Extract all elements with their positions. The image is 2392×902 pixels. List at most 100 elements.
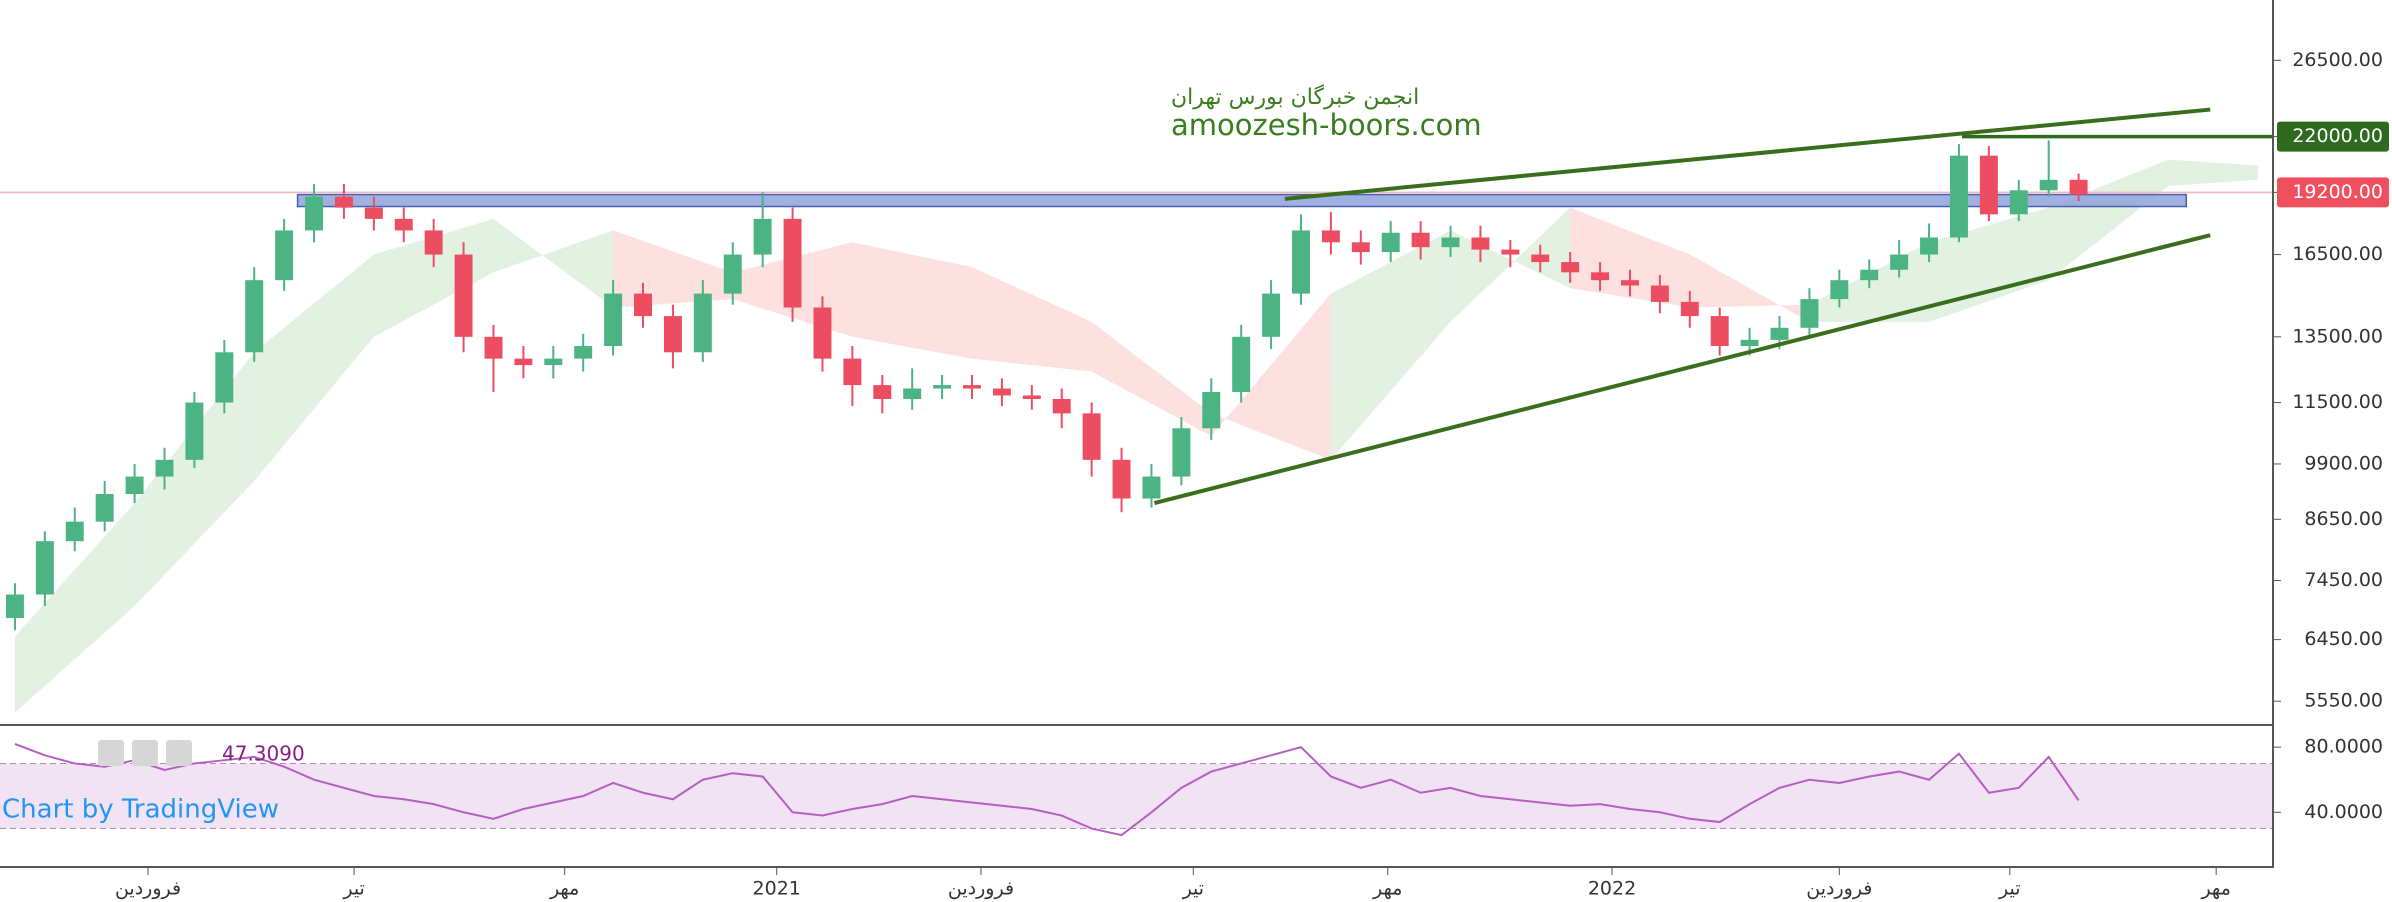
- cloud-segment: [1330, 230, 1451, 460]
- candle-body: [1082, 413, 1101, 460]
- candle-body: [1531, 254, 1550, 263]
- candle-body: [424, 230, 443, 255]
- y-tick-label: 40.0000: [2304, 801, 2383, 823]
- x-tick-label: 2022: [1588, 878, 1636, 900]
- candle-body: [604, 293, 623, 347]
- candle-body: [544, 358, 563, 366]
- cloud-segment: [2168, 159, 2259, 187]
- rsi-legend-value: 47.3090: [222, 742, 305, 766]
- y-tick-label: 8650.00: [2304, 508, 2383, 530]
- y-tick-label: 11500.00: [2292, 391, 2383, 413]
- candle-body: [933, 385, 952, 389]
- y-tick-label: 13500.00: [2292, 325, 2383, 347]
- rsi-band: [0, 763, 2273, 829]
- candle-body: [1441, 237, 1460, 248]
- candle-body: [305, 196, 324, 231]
- candle-body: [35, 541, 54, 595]
- y-tick-label: 9900.00: [2304, 452, 2383, 474]
- attribution: Chart by TradingView: [2, 795, 279, 825]
- y-tick-label: 22000.00: [2292, 125, 2383, 147]
- candle-body: [65, 521, 84, 542]
- watermark-title: انجمن خبرگان بورس تهران: [1171, 84, 1419, 110]
- candle-body: [2069, 179, 2088, 195]
- cloud-segment: [493, 218, 614, 308]
- eye-icon[interactable]: [98, 740, 124, 766]
- x-tick-label: تیر: [1182, 878, 1205, 900]
- candle-body: [1142, 476, 1161, 499]
- candle-body: [1292, 230, 1310, 294]
- candle-body: [903, 388, 922, 399]
- candle-body: [1262, 293, 1281, 337]
- trendline: [1284, 107, 2211, 201]
- x-tick-label: فروردین: [115, 878, 181, 900]
- candle-body: [245, 280, 264, 353]
- candle-body: [1680, 301, 1699, 317]
- candle-body: [95, 494, 114, 522]
- candle-body: [1321, 230, 1340, 243]
- candle-body: [1949, 155, 1968, 238]
- candle-body: [484, 336, 503, 359]
- trendline: [1153, 233, 2211, 505]
- candle-body: [1770, 327, 1789, 340]
- candle-body: [1890, 254, 1909, 270]
- support-zone: [296, 193, 2188, 208]
- y-tick-label: 5550.00: [2304, 690, 2383, 712]
- settings-icon[interactable]: [132, 740, 158, 766]
- candle-body: [394, 218, 413, 231]
- x-tick-label: فروردین: [1806, 878, 1872, 900]
- cloud-segment: [254, 254, 374, 481]
- candle-body: [1411, 232, 1430, 248]
- candle-body: [1471, 237, 1490, 250]
- candle-body: [1830, 280, 1849, 300]
- price-pane: [0, 107, 2273, 713]
- candle-body: [2009, 190, 2028, 215]
- y-tick-label: 6450.00: [2304, 628, 2383, 650]
- candle-body: [275, 230, 294, 281]
- candle-body: [1052, 398, 1071, 414]
- cloud-segment: [134, 352, 255, 607]
- candle-body: [1561, 262, 1580, 273]
- y-tick-badge: [2277, 121, 2389, 152]
- candle-body: [125, 476, 144, 495]
- candle-body: [1591, 272, 1610, 281]
- x-tick-label: تیر: [1998, 878, 2021, 900]
- cloud-segment: [2048, 159, 2169, 281]
- candle-body: [783, 218, 802, 308]
- y-tick-label: 16500.00: [2292, 243, 2383, 265]
- x-tick-label: فروردین: [948, 878, 1014, 900]
- y-tick-label: 80.0000: [2304, 736, 2383, 758]
- remove-icon[interactable]: [166, 740, 192, 766]
- cloud-segment: [14, 503, 135, 713]
- candle-body: [1979, 155, 1998, 215]
- candle-body: [1351, 242, 1370, 253]
- y-tick-badge: [2277, 177, 2389, 208]
- x-tick-label: مهر: [1372, 878, 1402, 900]
- candle-body: [1202, 391, 1221, 429]
- candle-body: [185, 402, 204, 460]
- candle-body: [813, 307, 832, 359]
- cloud-segment: [1211, 293, 1331, 460]
- x-tick-label: تیر: [342, 878, 365, 900]
- candle-body: [514, 358, 533, 366]
- rsi-pane: [0, 742, 2273, 837]
- candle-body: [364, 207, 383, 219]
- candle-body: [1710, 316, 1729, 347]
- x-tick-label: مهر: [549, 878, 579, 900]
- candle-body: [1650, 285, 1669, 302]
- candle-body: [215, 352, 234, 403]
- candle-body: [155, 459, 174, 477]
- candle-body: [1740, 339, 1759, 347]
- candle-body: [1172, 428, 1191, 477]
- x-tick-label: 2021: [753, 878, 801, 900]
- candle-body: [992, 388, 1011, 396]
- cloud-segment: [852, 242, 973, 359]
- candle-body: [2039, 179, 2058, 191]
- candle-body: [1621, 280, 1639, 286]
- watermark-site: amoozesh-boors.com: [1171, 108, 1482, 142]
- candle-body: [963, 385, 981, 389]
- candle-body: [1920, 237, 1939, 255]
- candle-body: [663, 316, 682, 353]
- candle-body: [1112, 459, 1131, 499]
